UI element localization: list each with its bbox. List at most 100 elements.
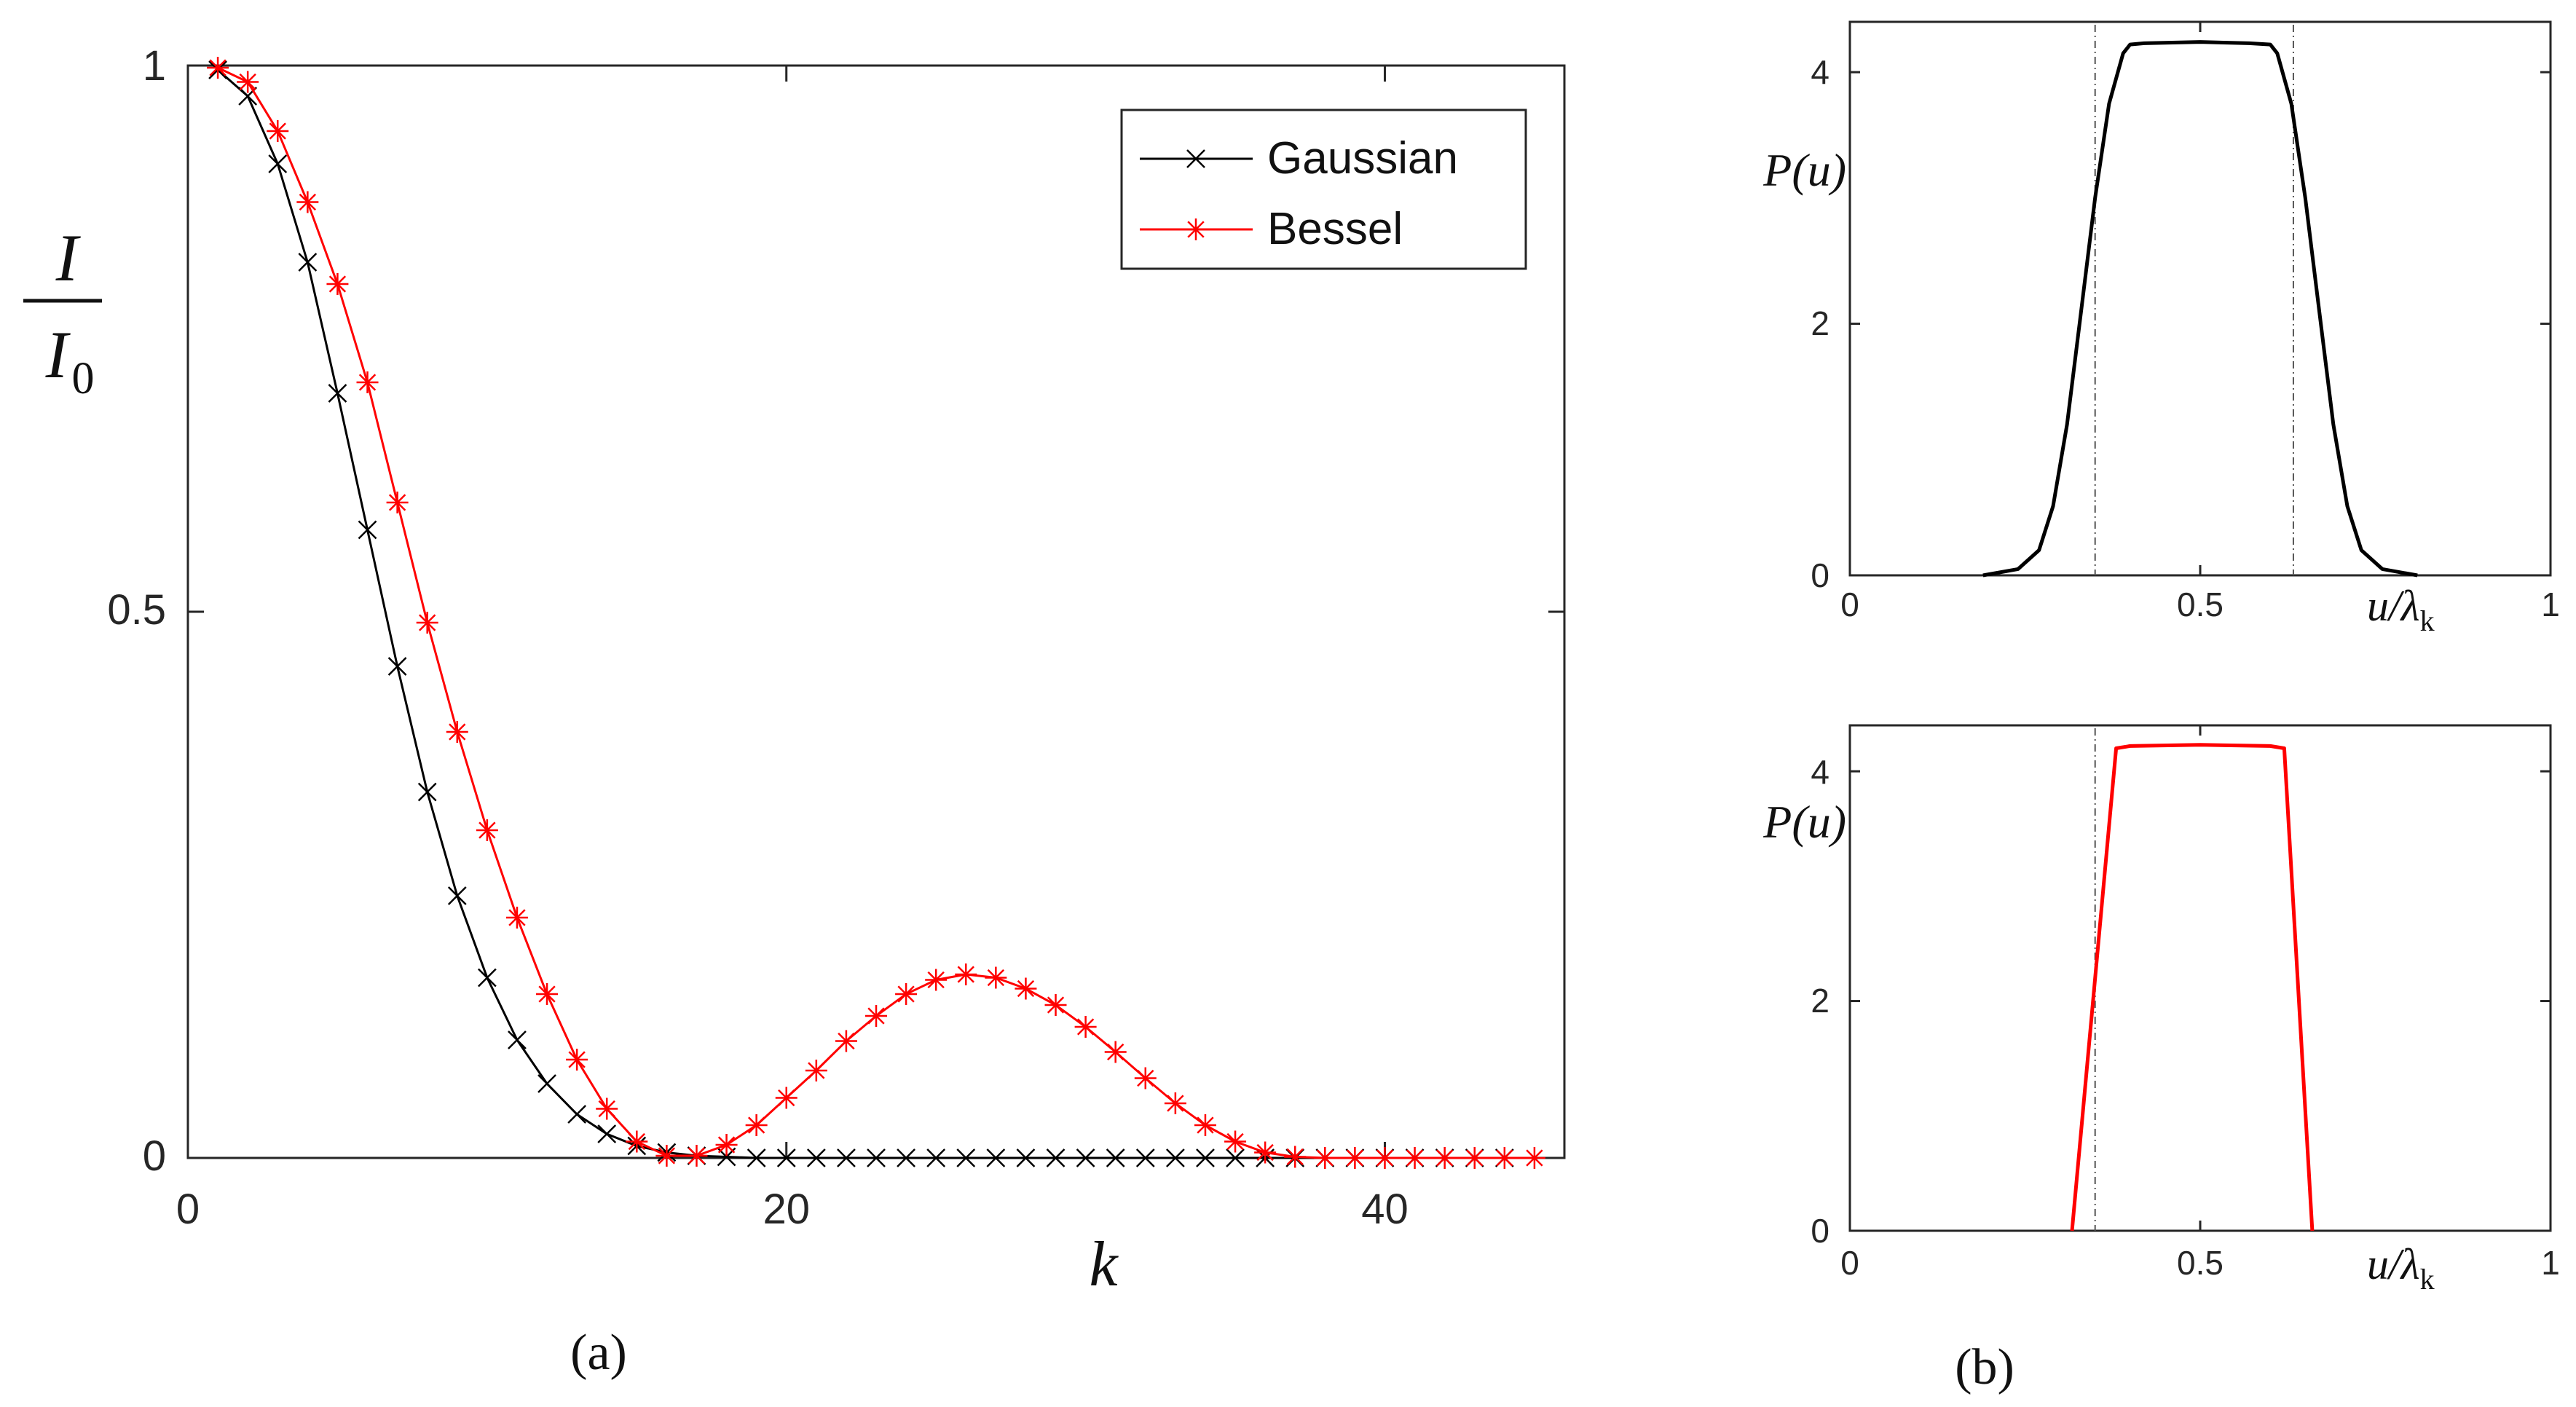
panel-b-bottom-series (2070, 743, 2315, 1231)
panel-a-xtick-2: 40 (1361, 1186, 1409, 1233)
bessel-point-11 (536, 983, 559, 1005)
bessel-point-40 (1403, 1147, 1426, 1169)
panel-b-top-ytick-1: 2 (1811, 304, 1829, 342)
gaussian-point-10 (508, 1030, 527, 1049)
panel-b-bottom-xlabel-subscript: k (2420, 1263, 2435, 1296)
bessel-point-20 (805, 1060, 827, 1081)
bessel-point-42 (1463, 1147, 1486, 1169)
panel-b-bottom-xtick-2: 1 (2541, 1244, 2560, 1282)
bessel-point-39 (1374, 1147, 1396, 1169)
bessel-point-8 (446, 721, 468, 743)
gaussian-point-33 (1196, 1148, 1215, 1167)
panel-a-legend: Gaussian Bessel (1120, 109, 1527, 270)
bessel-point-3 (296, 191, 319, 213)
bessel-point-12 (566, 1049, 588, 1071)
gaussian-point-24 (926, 1148, 946, 1167)
panel-b-top-ylabel: P(u) (1762, 144, 1846, 196)
panel-b-bottom-ticks (1848, 725, 2552, 1232)
bessel-point-28 (1044, 994, 1067, 1016)
gaussian-point-30 (1106, 1148, 1125, 1167)
panel-b-bottom-xtick-0: 0 (1840, 1244, 1859, 1282)
gaussian-point-9 (477, 968, 497, 988)
gaussian-point-3 (298, 253, 318, 272)
bessel-point-16 (685, 1145, 708, 1167)
series-gaussian-line (217, 68, 1505, 1159)
panel-b-top-xtick-2: 1 (2541, 586, 2560, 623)
gaussian-point-23 (897, 1148, 915, 1167)
panel-b-top-ticks (1848, 22, 2552, 577)
gaussian-point-5 (358, 520, 377, 540)
panel-a-ytick-2: 1 (143, 42, 166, 90)
bessel-point-10 (505, 907, 528, 929)
panel-b-bottom-ytick-1: 2 (1811, 982, 1829, 1020)
bessel-point-23 (895, 983, 918, 1005)
bessel-point-37 (1314, 1147, 1336, 1169)
bessel-point-4 (326, 273, 349, 295)
gaussian-point-25 (956, 1148, 976, 1167)
gaussian-point-20 (806, 1148, 826, 1167)
gaussian-point-6 (387, 657, 407, 676)
legend-bessel-label: Bessel (1267, 204, 1403, 254)
bessel-point-44 (1523, 1147, 1545, 1169)
bessel-point-15 (655, 1145, 678, 1167)
legend-gaussian-marker-glyph (1186, 149, 1205, 168)
panel-a: 0 0.5 1 0 20 40 k I I 0 Gaussian Bessel … (23, 42, 1566, 1381)
panel-b-caption: (b) (1955, 1339, 2014, 1395)
panel-b-bottom-curve-0 (2070, 743, 2315, 1231)
bessel-point-32 (1164, 1092, 1186, 1114)
panel-b-top-ytick-0: 0 (1811, 556, 1829, 594)
bessel-point-19 (775, 1087, 797, 1109)
legend-box (1120, 109, 1527, 270)
legend-gaussian-marker (1186, 149, 1205, 168)
panel-b-top-series (1982, 40, 2418, 578)
bessel-point-25 (955, 963, 977, 985)
panel-b-top-axes-box (1848, 20, 2552, 577)
panel-a-ytick-0: 0 (143, 1132, 166, 1180)
panel-a-ylabel-subscript: 0 (72, 354, 95, 403)
bessel-point-0 (207, 57, 229, 79)
gaussian-point-34 (1226, 1148, 1245, 1167)
bessel-point-14 (626, 1130, 648, 1153)
panel-a-ylabel: I I 0 (23, 221, 102, 403)
bessel-point-36 (1284, 1146, 1307, 1168)
gaussian-point-7 (417, 782, 437, 802)
panel-b-top-curve-0 (1982, 40, 2418, 578)
panel-b-top-xlabel-subscript: k (2420, 604, 2435, 637)
legend-bessel-marker-glyph (1185, 218, 1207, 240)
panel-b-top-xtick-1: 0.5 (2177, 586, 2224, 623)
gaussian-point-27 (1016, 1148, 1036, 1167)
legend-gaussian-label: Gaussian (1267, 133, 1458, 184)
bessel-point-43 (1493, 1147, 1516, 1169)
gaussian-point-11 (537, 1074, 556, 1093)
gaussian-point-2 (268, 154, 288, 173)
bessel-point-33 (1194, 1114, 1216, 1136)
gaussian-point-4 (328, 384, 347, 403)
bessel-point-5 (356, 371, 379, 393)
bessel-point-30 (1104, 1041, 1127, 1063)
bessel-point-13 (596, 1097, 618, 1120)
gaussian-point-8 (447, 886, 467, 905)
bessel-point-9 (476, 819, 498, 841)
bessel-point-21 (835, 1030, 857, 1052)
bessel-point-41 (1433, 1147, 1456, 1169)
gaussian-point-29 (1076, 1148, 1095, 1167)
bessel-point-26 (985, 966, 1007, 989)
panel-b-bottom-ytick-0: 0 (1811, 1212, 1829, 1250)
bessel-point-1 (237, 71, 259, 93)
bessel-point-29 (1074, 1016, 1097, 1038)
gaussian-point-26 (986, 1148, 1006, 1167)
bessel-point-34 (1224, 1130, 1247, 1153)
gaussian-point-18 (747, 1148, 766, 1167)
gaussian-point-28 (1046, 1148, 1066, 1167)
panel-a-xlabel: k (1089, 1229, 1119, 1300)
panel-a-ticks (186, 64, 1564, 1159)
gaussian-point-21 (837, 1148, 856, 1167)
legend-bessel-marker (1185, 218, 1207, 240)
panel-b-bottom-axes-box (1848, 724, 2552, 1232)
panel-a-ylabel-denominator: I (45, 318, 71, 392)
panel-b-bottom-ylabel: P(u) (1762, 796, 1846, 848)
gaussian-point-22 (867, 1148, 886, 1167)
bessel-point-2 (267, 120, 289, 142)
gaussian-point-31 (1135, 1148, 1155, 1167)
